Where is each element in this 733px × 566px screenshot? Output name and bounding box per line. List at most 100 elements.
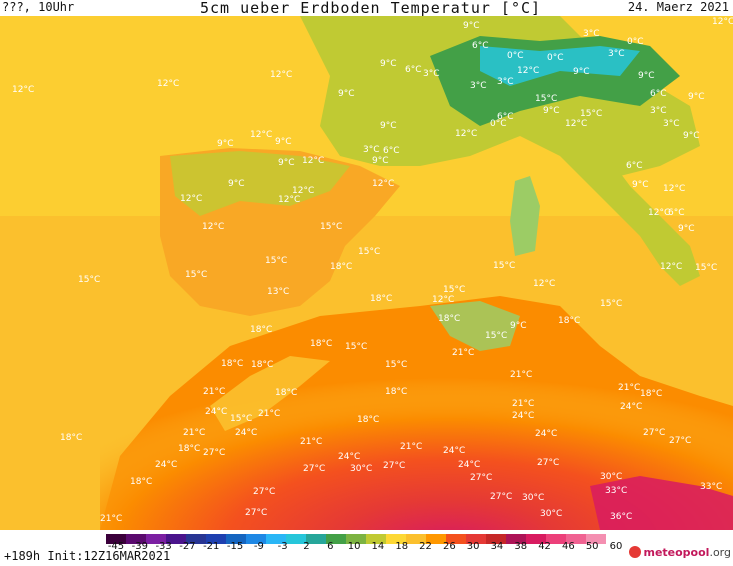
scale-color-swatch (506, 534, 527, 544)
temperature-label: 15°C (443, 285, 465, 295)
temperature-label: 12°C (302, 156, 324, 166)
temperature-label: 9°C (543, 106, 560, 116)
libya-extreme-heat (590, 476, 733, 530)
temperature-label: 33°C (605, 486, 627, 496)
temperature-label: 9°C (228, 179, 245, 189)
scale-color-swatch (306, 534, 327, 544)
temperature-label: 3°C (608, 49, 625, 59)
temperature-label: 24°C (235, 428, 257, 438)
temperature-label: 6°C (383, 146, 400, 156)
temperature-label: 6°C (497, 112, 514, 122)
logo-dot-icon (629, 546, 642, 558)
temperature-label: 12°C (533, 279, 555, 289)
map-title: 5cm ueber Erdboden Temperatur [°C] (200, 0, 542, 17)
temperature-label: 3°C (363, 145, 380, 155)
temperature-label: 15°C (320, 222, 342, 232)
scale-tick-label: -27 (179, 541, 196, 552)
temperature-label: 15°C (485, 331, 507, 341)
temperature-label: 6°C (626, 161, 643, 171)
temperature-label: 9°C (380, 121, 397, 131)
temperature-label: 13°C (267, 287, 289, 297)
scale-tick-label: 60 (609, 541, 623, 552)
temperature-label: 3°C (583, 29, 600, 39)
temperature-label: 36°C (610, 512, 632, 522)
temperature-label: 15°C (535, 94, 557, 104)
temperature-label: 18°C (221, 359, 243, 369)
model-run-label: ???, 10Uhr (2, 0, 75, 14)
temperature-label: 21°C (618, 383, 640, 393)
temperature-label: 15°C (345, 342, 367, 352)
scale-tick-label: 26 (442, 541, 456, 552)
temperature-label: 9°C (217, 139, 234, 149)
temperature-label: 0°C (490, 119, 507, 129)
temperature-label: 12°C (432, 295, 454, 305)
scale-tick-label: 42 (538, 541, 551, 552)
scale-color-swatch (246, 534, 267, 544)
logo-tld-text: .org (709, 546, 731, 559)
color-scale-bar (106, 534, 626, 544)
temperature-label: 30°C (600, 472, 622, 482)
temperature-label: 18°C (330, 262, 352, 272)
temperature-label: 3°C (650, 106, 667, 116)
temperature-label: 15°C (185, 270, 207, 280)
scale-color-swatch (286, 534, 307, 544)
temperature-label: 12°C (712, 17, 733, 27)
temperature-label: 9°C (338, 89, 355, 99)
temperature-label: 6°C (472, 41, 489, 51)
meteopool-logo[interactable]: meteopool.org (629, 546, 731, 559)
temperature-label: 9°C (638, 71, 655, 81)
scale-color-swatch (426, 534, 447, 544)
temperature-label: 27°C (383, 461, 405, 471)
forecast-date: 24. Maerz 2021 (627, 0, 729, 14)
temperature-label: 12°C (292, 186, 314, 196)
scale-color-swatch (526, 534, 547, 544)
temperature-label: 9°C (463, 21, 480, 31)
temperature-label: 15°C (230, 414, 252, 424)
scale-tick-label: -3 (277, 541, 288, 552)
scale-color-swatch (266, 534, 287, 544)
scale-tick-label: 2 (303, 541, 310, 552)
temperature-label: 9°C (573, 67, 590, 77)
atlas-cool (210, 356, 330, 431)
temperature-label: 27°C (203, 448, 225, 458)
scale-color-swatch (206, 534, 227, 544)
temperature-label: 3°C (423, 69, 440, 79)
temperature-label: 18°C (60, 433, 82, 443)
temperature-label: 24°C (155, 460, 177, 470)
scale-tick-label: -15 (226, 541, 244, 552)
scale-tick-label: 22 (419, 541, 432, 552)
temperature-label: 12°C (517, 66, 539, 76)
temperature-label: 27°C (253, 487, 275, 497)
temperature-label: 9°C (632, 180, 649, 190)
temperature-label: 6°C (668, 208, 685, 218)
init-time-label: +189h Init:12Z16MAR2021 (4, 549, 171, 563)
temperature-label: 21°C (183, 428, 205, 438)
temperature-label: 18°C (640, 389, 662, 399)
temperature-label: 12°C (250, 130, 272, 140)
scale-color-swatch (446, 534, 467, 544)
temperature-label: 9°C (278, 158, 295, 168)
color-scale-labels: -45 -39 -33 -27 -21 -15 -9 -3 2 6 10 14 18 22 26 30 34 38… (106, 541, 626, 555)
scale-tick-label: -45 (107, 541, 125, 552)
temperature-label: 6°C (405, 65, 422, 75)
temperature-label: 18°C (250, 325, 272, 335)
temperature-label: 15°C (695, 263, 717, 273)
scale-color-swatch (346, 534, 367, 544)
temperature-label: 18°C (385, 387, 407, 397)
scale-tick-label: 38 (514, 541, 528, 552)
temperature-label: 27°C (643, 428, 665, 438)
temperature-label: 27°C (537, 458, 559, 468)
temperature-label: 18°C (251, 360, 273, 370)
temperature-label: 12°C (12, 85, 34, 95)
temperature-label: 15°C (580, 109, 602, 119)
scale-color-swatch (126, 534, 147, 544)
temperature-label: 24°C (458, 460, 480, 470)
scale-color-swatch (386, 534, 407, 544)
temperature-label: 27°C (303, 464, 325, 474)
temperature-label: 9°C (510, 321, 527, 331)
temperature-label: 24°C (620, 402, 642, 412)
temperature-label: 24°C (443, 446, 465, 456)
temperature-label: 21°C (510, 370, 532, 380)
alps-coldest (480, 46, 640, 86)
temperature-label: 9°C (683, 131, 700, 141)
